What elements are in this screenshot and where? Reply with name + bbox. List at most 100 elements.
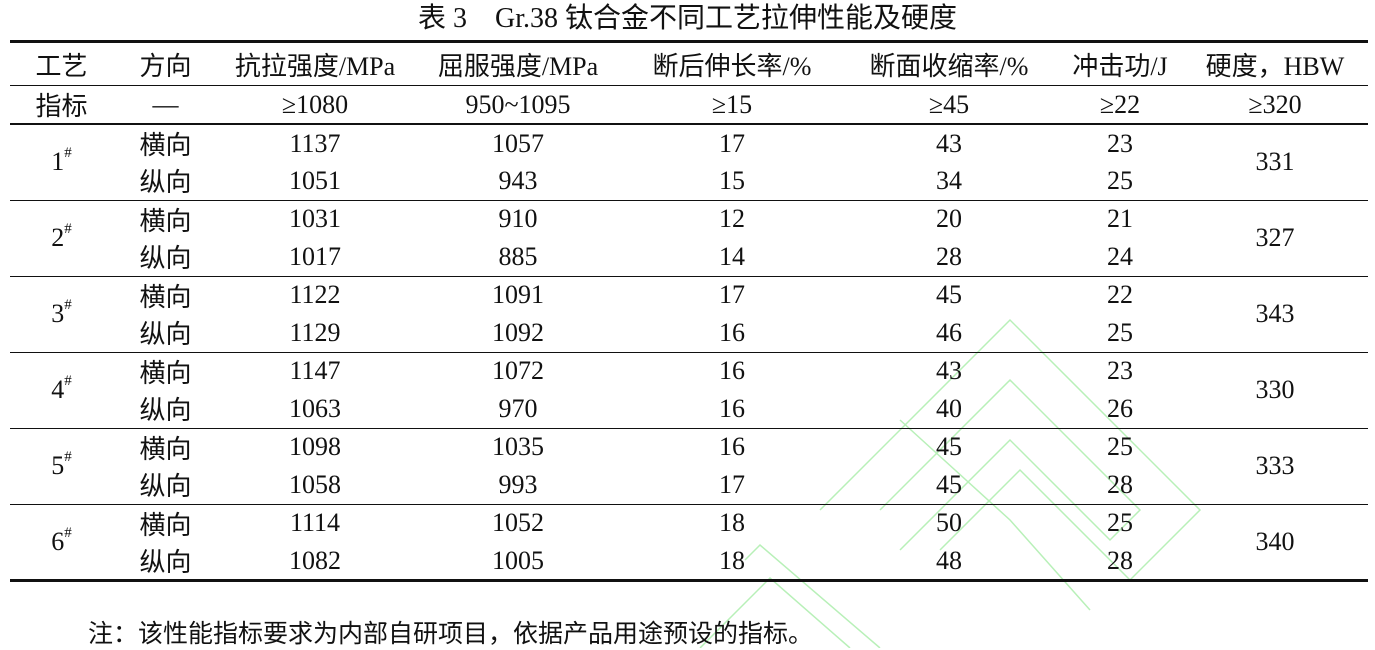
table-title: 表 3 Gr.38 钛合金不同工艺拉伸性能及硬度 — [417, 3, 957, 34]
table-cell: 18 — [719, 508, 745, 538]
table-cell: 993 — [412, 466, 624, 505]
process-number: 6 — [51, 526, 65, 556]
hardness-cell: 327 — [1182, 200, 1368, 277]
table-cell: 1147 — [289, 356, 341, 386]
table-row: 纵向 1017 885 14 28 24 — [10, 238, 1368, 277]
table-cell: 943 — [412, 162, 624, 201]
table-cell: 1091 — [492, 280, 544, 310]
table-cell: 1137 — [289, 128, 341, 158]
table-cell: 1005 — [412, 542, 624, 582]
table-cell: 22 — [1107, 280, 1133, 310]
table-row: 纵向 1058 993 17 45 28 — [10, 466, 1368, 505]
table-cell: 横向 — [139, 131, 192, 160]
process-cell: 6# — [10, 504, 113, 582]
column-header: 断面收缩率/% — [840, 41, 1058, 86]
process-sup: # — [64, 373, 72, 389]
process-sup: # — [64, 221, 72, 237]
table-row: 纵向 1063 970 16 40 26 — [10, 390, 1368, 429]
table-cell: 45 — [840, 466, 1058, 505]
index-cell: — — [113, 85, 218, 125]
table-cell: 45 — [936, 432, 962, 462]
table-row: 3# 横向 1122 1091 17 45 22 343 — [10, 276, 1368, 353]
process-cell: 1# — [10, 124, 113, 201]
table-cell: 15 — [624, 162, 840, 201]
process-cell: 2# — [10, 200, 113, 277]
table-cell: 34 — [840, 162, 1058, 201]
table-cell: 28 — [1058, 542, 1182, 582]
process-sup: # — [64, 449, 72, 465]
table-row: 纵向 1082 1005 18 48 28 — [10, 542, 1368, 582]
table-cell: 28 — [840, 238, 1058, 277]
table-cell: 16 — [719, 356, 745, 386]
table-cell: 16 — [719, 432, 745, 462]
table-cell: 纵向 — [113, 238, 218, 277]
hardness-cell: 330 — [1182, 352, 1368, 429]
table-cell: 1058 — [218, 466, 412, 505]
process-group: 3# 横向 1122 1091 17 45 22 343 纵向 1129 1092 16 46 25 — [10, 276, 1368, 353]
table-cell: 1031 — [289, 204, 341, 234]
table-cell: 纵向 — [113, 466, 218, 505]
index-cell: ≥22 — [1058, 85, 1182, 125]
header-row: 工艺 方向 抗拉强度/MPa 屈服强度/MPa 断后伸长率/% 断面收缩率/% 冲击功/J 硬… — [10, 41, 1368, 86]
table-cell: 40 — [840, 390, 1058, 429]
table-cell: 17 — [719, 280, 745, 310]
table-cell: 885 — [412, 238, 624, 277]
table-cell: 23 — [1107, 128, 1133, 158]
table-cell: 21 — [1107, 204, 1133, 234]
process-sup: # — [64, 145, 72, 162]
table-cell: 25 — [1107, 432, 1133, 462]
process-cell: 3# — [10, 276, 113, 353]
properties-table: 工艺 方向 抗拉强度/MPa 屈服强度/MPa 断后伸长率/% 断面收缩率/% 冲击功/J 硬… — [10, 40, 1368, 582]
table-cell: 20 — [936, 204, 962, 234]
table-cell: 25 — [1107, 508, 1133, 538]
process-number: 2 — [51, 223, 65, 252]
process-group: 4# 横向 1147 1072 16 43 23 330 纵向 1063 970 16 40 26 — [10, 352, 1368, 429]
table-cell: 1051 — [218, 162, 412, 201]
table-cell: 12 — [719, 204, 745, 234]
table-cell: 970 — [412, 390, 624, 429]
process-group: 2# 横向 1031 910 12 20 21 327 纵向 1017 885 14 28 24 — [10, 200, 1368, 277]
table-cell: 1057 — [492, 128, 544, 158]
index-cell: ≥45 — [840, 85, 1058, 125]
process-number: 5 — [51, 451, 65, 480]
table-row: 纵向 1129 1092 16 46 25 — [10, 314, 1368, 353]
table-cell: 17 — [624, 466, 840, 505]
column-header: 工艺 — [10, 41, 113, 86]
table-cell: 28 — [1058, 466, 1182, 505]
table-cell: 26 — [1058, 390, 1182, 429]
table-cell: 纵向 — [113, 162, 218, 201]
process-group: 6# 横向 1114 1052 18 50 25 340 纵向 1082 1005 18 48 28 — [10, 504, 1368, 582]
index-cell: 指标 — [10, 85, 113, 125]
process-number: 1 — [51, 147, 65, 177]
table-cell: 16 — [624, 314, 840, 353]
table-cell: 24 — [1058, 238, 1182, 277]
table-cell: 46 — [840, 314, 1058, 353]
table-cell: 43 — [936, 128, 962, 158]
table-cell: 纵向 — [113, 314, 218, 353]
table-row: 6# 横向 1114 1052 18 50 25 340 — [10, 504, 1368, 582]
table-cell: 16 — [624, 390, 840, 429]
table-cell: 45 — [936, 280, 962, 310]
table-cell: 14 — [624, 238, 840, 277]
index-cell: ≥15 — [624, 85, 840, 125]
table-cell: 25 — [1058, 314, 1182, 353]
table-cell: 910 — [498, 204, 538, 234]
table-cell: 50 — [936, 508, 962, 538]
process-number: 3 — [51, 299, 65, 328]
column-header: 抗拉强度/MPa — [218, 41, 412, 86]
process-number: 4 — [51, 375, 65, 404]
table-cell: 43 — [936, 356, 962, 386]
table-row: 5# 横向 1098 1035 16 45 25 333 — [10, 428, 1368, 505]
hardness-cell: 331 — [1182, 124, 1368, 201]
table-cell: 1129 — [218, 314, 412, 353]
table-cell: 1082 — [218, 542, 412, 582]
table-cell: 17 — [719, 128, 745, 158]
table-row: 纵向 1051 943 15 34 25 — [10, 162, 1368, 201]
column-header: 断后伸长率/% — [624, 41, 840, 86]
process-group: 5# 横向 1098 1035 16 45 25 333 纵向 1058 993 17 45 28 — [10, 428, 1368, 505]
table-cell: 纵向 — [113, 542, 218, 582]
index-cell: ≥320 — [1182, 85, 1368, 125]
table-cell: 1092 — [412, 314, 624, 353]
table-cell: 23 — [1107, 356, 1133, 386]
process-cell: 4# — [10, 352, 113, 429]
